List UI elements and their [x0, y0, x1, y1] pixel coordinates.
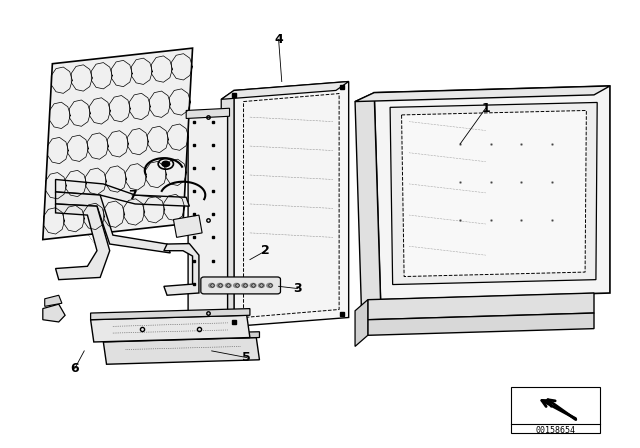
- Text: 4: 4: [274, 33, 283, 46]
- Polygon shape: [91, 315, 250, 342]
- Polygon shape: [103, 337, 259, 364]
- Polygon shape: [173, 215, 202, 237]
- Polygon shape: [355, 300, 368, 346]
- Polygon shape: [221, 90, 234, 335]
- Polygon shape: [43, 304, 65, 322]
- Circle shape: [217, 284, 223, 288]
- Polygon shape: [234, 82, 349, 327]
- Circle shape: [250, 284, 256, 288]
- Polygon shape: [221, 82, 349, 99]
- FancyBboxPatch shape: [511, 387, 600, 433]
- Circle shape: [234, 284, 239, 288]
- Polygon shape: [45, 295, 62, 306]
- Text: 3: 3: [293, 282, 302, 295]
- Polygon shape: [56, 180, 189, 206]
- Text: 7: 7: [127, 189, 136, 202]
- Circle shape: [259, 284, 264, 288]
- Polygon shape: [355, 86, 610, 102]
- Text: 1: 1: [481, 102, 490, 115]
- Polygon shape: [355, 93, 381, 309]
- Polygon shape: [164, 244, 199, 295]
- Polygon shape: [368, 313, 594, 335]
- Polygon shape: [56, 204, 109, 280]
- Circle shape: [242, 284, 248, 288]
- Polygon shape: [390, 103, 597, 284]
- Polygon shape: [103, 332, 259, 341]
- Circle shape: [209, 284, 214, 288]
- Polygon shape: [91, 309, 250, 320]
- Polygon shape: [374, 86, 610, 300]
- Text: 5: 5: [243, 351, 251, 364]
- Polygon shape: [56, 192, 170, 253]
- Polygon shape: [188, 115, 228, 318]
- Text: 00158654: 00158654: [536, 426, 576, 435]
- Polygon shape: [186, 108, 230, 118]
- Circle shape: [267, 284, 273, 288]
- Text: 2: 2: [262, 244, 270, 257]
- Circle shape: [162, 161, 170, 167]
- Text: 6: 6: [70, 362, 79, 375]
- FancyBboxPatch shape: [201, 277, 280, 294]
- Polygon shape: [401, 111, 586, 276]
- Circle shape: [225, 284, 231, 288]
- Polygon shape: [368, 293, 594, 320]
- Polygon shape: [43, 48, 193, 240]
